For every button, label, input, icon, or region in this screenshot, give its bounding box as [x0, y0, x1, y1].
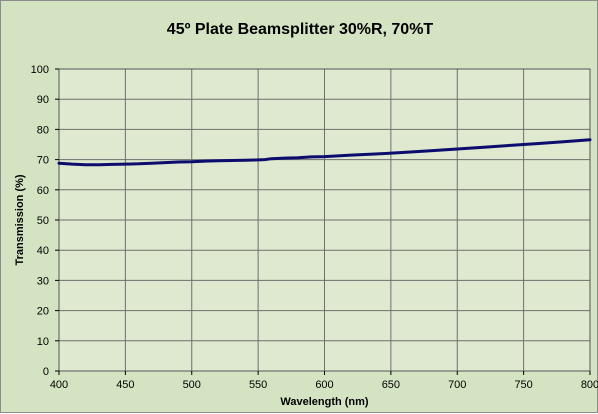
y-tick-label: 10 — [37, 336, 49, 348]
y-tick-label: 100 — [31, 64, 49, 76]
x-axis-title: Wavelength (nm) — [280, 396, 369, 408]
y-tick-label: 90 — [37, 94, 49, 106]
y-tick-label: 70 — [37, 155, 49, 167]
y-tick-label: 40 — [37, 245, 49, 257]
x-tick-label: 550 — [249, 379, 267, 391]
x-tick-label: 400 — [50, 379, 68, 391]
y-axis-title: Transmission (%) — [14, 174, 26, 265]
y-tick-label: 60 — [37, 185, 49, 197]
x-tick-label: 700 — [448, 379, 466, 391]
y-tick-label: 0 — [43, 366, 49, 378]
x-tick-label: 750 — [514, 379, 532, 391]
series-line-transmission — [57, 138, 592, 167]
x-tick-label: 500 — [183, 379, 201, 391]
y-tick-label: 30 — [37, 275, 49, 287]
x-tick-label: 600 — [315, 379, 333, 391]
x-tick-label: 650 — [382, 379, 400, 391]
chart-title: 45º Plate Beamsplitter 30%R, 70%T — [166, 21, 434, 38]
y-tick-label: 20 — [37, 306, 49, 318]
y-tick-label: 80 — [37, 124, 49, 136]
x-tick-label: 450 — [116, 379, 134, 391]
y-tick-label: 50 — [37, 215, 49, 227]
x-tick-label: 800 — [581, 379, 598, 391]
